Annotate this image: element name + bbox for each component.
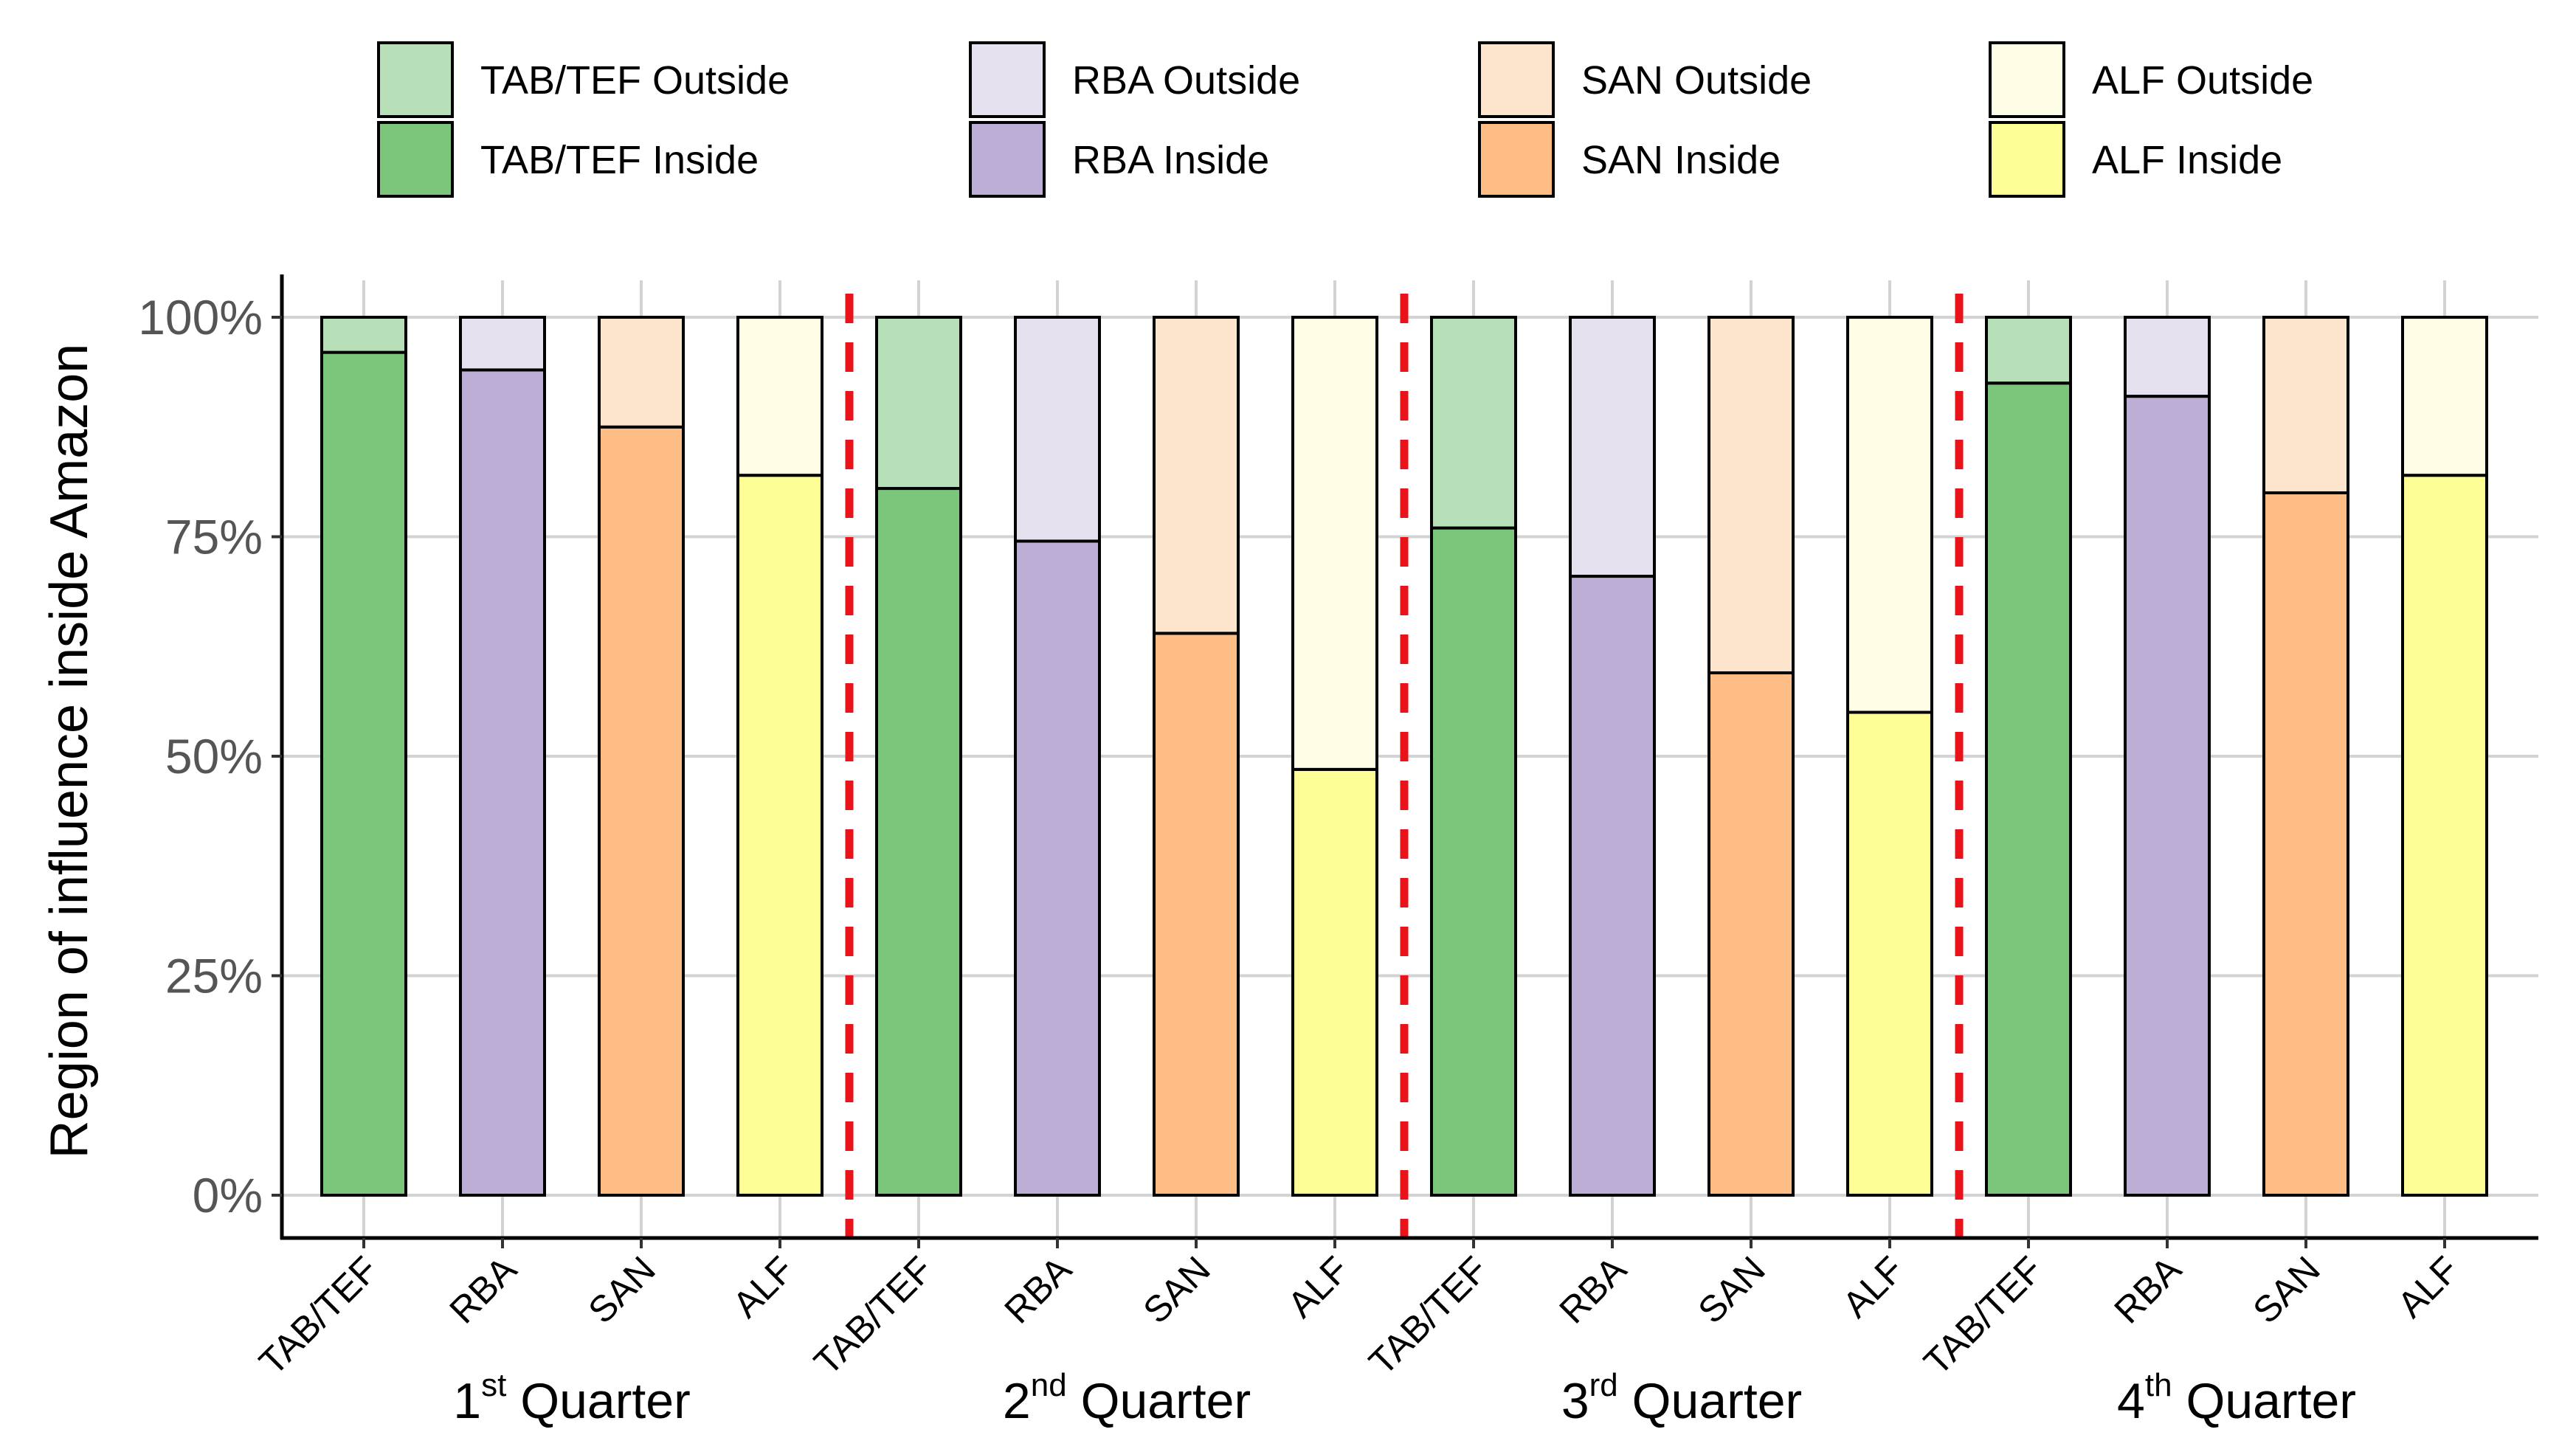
legend-swatch — [1478, 41, 1555, 118]
bar-inside — [459, 368, 546, 1197]
x-tick-labels: TAB/TEF RBA SAN ALF TAB/TEF RBA SAN ALF TAB/TEF R… — [251, 1248, 2466, 1383]
x-tick-label: RBA — [1551, 1248, 1634, 1332]
bar-outside — [598, 316, 685, 429]
y-tick-label: 75% — [165, 510, 263, 564]
y-tick-label: 25% — [165, 949, 263, 1003]
legend-swatch — [1989, 121, 2065, 198]
x-tick-label: TAB/TEF — [806, 1248, 940, 1383]
bar-outside — [459, 316, 546, 372]
legend-swatch — [969, 41, 1046, 118]
bar-outside — [736, 316, 823, 477]
quarter-separators — [845, 294, 1964, 1238]
bar-inside — [320, 350, 407, 1197]
legend-label: SAN Inside — [1581, 138, 1781, 182]
bar-inside — [2262, 491, 2349, 1197]
bar-outside — [2262, 316, 2349, 494]
x-tick-label: ALF — [2389, 1248, 2466, 1325]
legend-label: SAN Outside — [1581, 58, 1812, 103]
quarter-label: 2nd Quarter — [1003, 1367, 1251, 1429]
bar-outside — [1291, 316, 1378, 771]
bar-inside — [2124, 395, 2211, 1197]
y-tick-labels: 0% 25% 50% 75% 100% — [138, 290, 263, 1223]
quarter-label: 4th Quarter — [2117, 1367, 2356, 1429]
bar-inside — [1846, 710, 1933, 1197]
bar-outside — [320, 316, 407, 354]
bar-inside — [1985, 381, 2072, 1197]
bar-inside — [1707, 671, 1795, 1197]
quarter-label: 1st Quarter — [453, 1367, 690, 1429]
x-tick-label: SAN — [1135, 1248, 1218, 1331]
x-tick-label: TAB/TEF — [1916, 1248, 2050, 1383]
bar-inside — [736, 474, 823, 1197]
legend-label: ALF Inside — [2092, 138, 2282, 182]
bar-outside — [1846, 316, 1933, 714]
x-tick-label: RBA — [441, 1248, 525, 1332]
y-tick-label: 50% — [165, 729, 263, 784]
bar-outside — [1707, 316, 1795, 674]
bar-inside — [598, 425, 685, 1197]
legend-swatch — [1478, 121, 1555, 198]
x-tick-label: RBA — [2106, 1248, 2189, 1332]
bar-outside — [2124, 316, 2211, 398]
bar-outside — [1014, 316, 1101, 543]
legend-swatch — [377, 121, 454, 198]
bar-inside — [1291, 767, 1378, 1197]
quarter-labels: 1st Quarter 2nd Quarter 3rd Quarter 4th Qua… — [453, 1367, 2356, 1429]
x-tick-label: TAB/TEF — [1361, 1248, 1495, 1383]
legend-label: TAB/TEF Inside — [480, 138, 759, 182]
bar-outside — [1569, 316, 1656, 578]
legend-label: TAB/TEF Outside — [480, 58, 790, 103]
bar-inside — [1430, 526, 1517, 1197]
y-axis-label: Region of influence inside Amazon — [40, 344, 99, 1159]
bar-inside — [1014, 539, 1101, 1197]
legend-label: RBA Inside — [1072, 138, 1269, 182]
x-tick-label: ALF — [1280, 1248, 1356, 1325]
x-tick-label: RBA — [996, 1248, 1080, 1332]
y-tick-label: 100% — [138, 290, 263, 345]
bar-inside — [2401, 474, 2488, 1197]
legend: TAB/TEF Outside TAB/TEF Inside RBA Outside… — [377, 41, 2313, 198]
bar-outside — [2401, 316, 2488, 477]
bar-outside — [1985, 316, 2072, 385]
bar-inside — [875, 487, 962, 1197]
x-tick-label: SAN — [580, 1248, 663, 1331]
x-tick-label: SAN — [2245, 1248, 2327, 1331]
legend-swatch — [1989, 41, 2065, 118]
bar-outside — [875, 316, 962, 491]
y-tick-label: 0% — [193, 1168, 263, 1223]
quarter-label: 3rd Quarter — [1561, 1367, 1802, 1429]
bar-outside — [1430, 316, 1517, 530]
bar-inside — [1153, 632, 1240, 1197]
x-tick-label: ALF — [1834, 1248, 1911, 1325]
legend-swatch — [969, 121, 1046, 198]
legend-swatch — [377, 41, 454, 118]
legend-label: ALF Outside — [2092, 58, 2313, 103]
legend-label: RBA Outside — [1072, 58, 1300, 103]
x-tick-label: SAN — [1690, 1248, 1772, 1331]
bar-inside — [1569, 575, 1656, 1197]
bars — [320, 316, 2488, 1197]
axes — [272, 274, 2538, 1248]
x-tick-label: ALF — [725, 1248, 801, 1325]
bar-outside — [1153, 316, 1240, 635]
x-tick-label: TAB/TEF — [251, 1248, 385, 1383]
